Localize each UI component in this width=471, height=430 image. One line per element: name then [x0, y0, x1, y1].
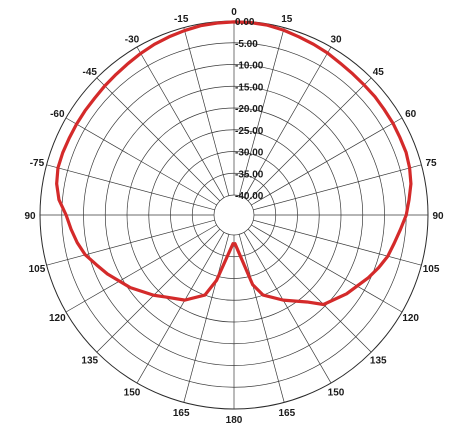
grid-spoke — [183, 27, 230, 196]
angle-tick-label: 45 — [373, 67, 385, 78]
angle-tick-label: 135 — [81, 355, 98, 366]
radial-tick-label: -25.00 — [235, 126, 264, 137]
grid-spoke — [96, 77, 221, 202]
series-layer — [55, 20, 413, 307]
grid-spoke — [243, 232, 332, 384]
grid-spoke — [65, 224, 217, 313]
angle-tick-label: 150 — [328, 388, 345, 399]
polar-grid — [39, 20, 429, 410]
grid-spoke — [243, 46, 332, 198]
radial-tick-labels: 0.00 -5.00 -10.00 -15.00 -20.00 -25.00 -30.00 -… — [235, 17, 264, 202]
angle-tick-label: 75 — [425, 158, 437, 169]
grid-spoke — [183, 234, 230, 403]
grid-spoke — [251, 117, 403, 206]
angle-tick-label: -15 — [174, 14, 189, 25]
angle-tick-label: 165 — [173, 408, 190, 419]
grid-spoke — [247, 228, 372, 353]
radial-tick-label: 0.00 — [235, 17, 255, 28]
angle-tick-label: 135 — [370, 355, 387, 366]
grid-spoke — [46, 164, 215, 211]
grid-spoke — [251, 224, 403, 313]
grid-spoke — [238, 27, 285, 196]
grid-spoke — [65, 117, 217, 206]
series-line — [55, 20, 413, 307]
grid-spoke — [253, 164, 422, 211]
radial-tick-label: -15.00 — [235, 82, 264, 93]
radial-tick-label: -20.00 — [235, 104, 264, 115]
angle-tick-label: 120 — [402, 313, 419, 324]
angle-tick-label: 0 — [231, 7, 237, 18]
radial-tick-label: -5.00 — [235, 39, 258, 50]
angle-tick-label: 150 — [124, 388, 141, 399]
angle-tick-label: 105 — [423, 264, 440, 275]
grid-spoke — [136, 232, 225, 384]
grid-spoke — [46, 219, 215, 266]
angle-tick-label: 30 — [330, 34, 342, 45]
angle-tick-label: 90 — [432, 211, 444, 222]
radial-tick-label: -40.00 — [235, 191, 264, 202]
grid-spoke — [253, 219, 422, 266]
grid-spoke — [136, 46, 225, 198]
grid-spoke — [96, 228, 221, 353]
angle-tick-label: -45 — [83, 67, 98, 78]
angle-tick-label: -60 — [50, 109, 65, 120]
angle-tick-label: -30 — [125, 34, 140, 45]
radial-tick-label: -35.00 — [235, 169, 264, 180]
angle-tick-label: 15 — [281, 14, 293, 25]
radial-tick-label: -10.00 — [235, 61, 264, 72]
radial-tick-label: -30.00 — [235, 148, 264, 159]
grid-spoke — [247, 77, 372, 202]
angle-tick-label: 105 — [29, 264, 46, 275]
angle-tick-label: 90 — [24, 211, 36, 222]
angle-tick-label: 180 — [226, 415, 243, 426]
angle-tick-labels: 0 15 30 45 60 75 90 105 120 135 150 165 180 165 150 135… — [24, 7, 444, 426]
angle-tick-label: 120 — [49, 313, 66, 324]
grid-spoke — [238, 234, 285, 403]
angle-tick-label: -75 — [30, 158, 45, 169]
angle-tick-label: 165 — [278, 408, 295, 419]
angle-tick-label: 60 — [405, 109, 417, 120]
